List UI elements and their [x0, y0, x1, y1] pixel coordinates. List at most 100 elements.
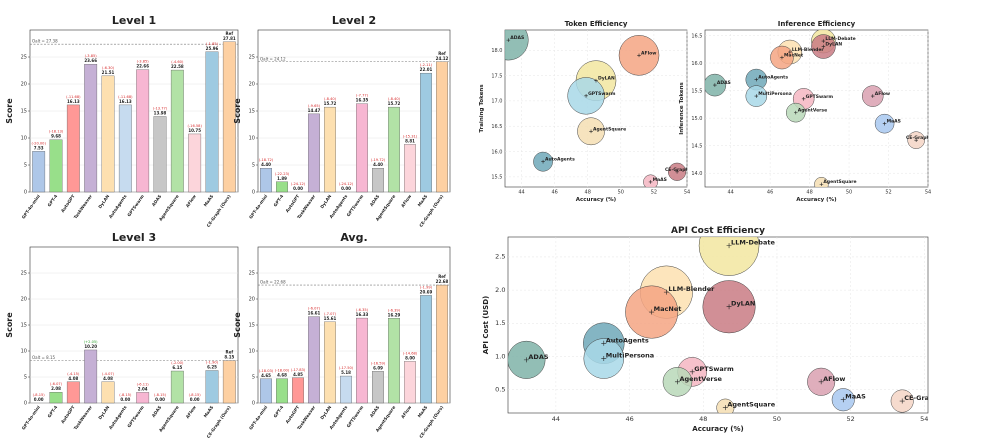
bar-taskweaver: [308, 316, 320, 404]
y-tick-label: 0: [252, 401, 255, 407]
bar-taskweaver: [84, 349, 98, 404]
x-tick-label: GPT-4: [47, 405, 59, 419]
x-tick-label: DyLAN: [97, 404, 110, 420]
bar-delta-label: (-11.68): [118, 95, 133, 99]
bar-delta-label: (-22.23): [275, 172, 290, 176]
bar-delta-label: (-20.00): [31, 141, 46, 145]
bar-dylan: [324, 106, 336, 193]
bar-delta-label: (-18.72): [259, 158, 274, 162]
bar-value-label: 27.81: [223, 36, 236, 41]
bar-value-label: 5.18: [341, 370, 351, 375]
x-tick-label: DyLAN: [97, 193, 110, 209]
bar-dylan: [101, 75, 115, 193]
point-marker: [726, 243, 732, 249]
x-tick-label: MaAS: [203, 194, 215, 208]
x-tick-label: GPTSwarm: [126, 193, 145, 217]
reference-label: Oalt = 27.38: [32, 39, 58, 44]
x-tick-label: TaskWeaver: [73, 193, 94, 220]
x-tick-label: GPT-4o-mini: [21, 404, 42, 430]
points-layer: ADAS AutoAgents GPTSwarm DyLAN AgentSquare AF…: [505, 30, 689, 187]
x-tick-label: TaskWeaver: [73, 404, 94, 431]
bar-delta-label: (-11.68): [66, 95, 81, 99]
bar-gptswarm: [136, 69, 150, 193]
bar-value-label: 21.51: [102, 70, 115, 75]
chart-title: Inference Efficiency: [778, 20, 856, 28]
reference-label: Oalt = 24.12: [260, 56, 286, 61]
bar-aflow: [404, 144, 416, 193]
y-tick-label: 0: [24, 190, 27, 196]
y-tick-label: 5: [24, 163, 27, 169]
bar-delta-label: (-18.13): [49, 130, 64, 134]
point-marker: [689, 369, 695, 375]
point-label-agentsquare: AgentSquare: [593, 126, 626, 132]
point-marker: [882, 121, 887, 126]
y-tick-label: 16.0: [491, 149, 502, 155]
bar-taskweaver: [308, 113, 320, 193]
bar-value-label: 14.47: [308, 108, 321, 113]
bar-delta-label: (-3.85): [85, 54, 98, 58]
bar-value-label: 8.15: [224, 355, 234, 360]
x-axis-label: Accuracy (%): [796, 197, 837, 203]
chart-title: Avg.: [340, 231, 367, 244]
y-tick-label: 1.5: [495, 319, 505, 327]
point-label-ce-graph: CE-Graph: [665, 167, 689, 173]
bar-adas: [372, 168, 384, 193]
point-marker: [675, 170, 679, 174]
bar-maas: [205, 51, 219, 193]
bar-gpt-4: [49, 139, 63, 193]
bar-delta-label: (+2.05): [84, 340, 98, 344]
y-tick-label: 25: [249, 271, 255, 277]
bar-autogpt: [66, 381, 80, 404]
bar-delta-label: Ref: [226, 350, 234, 355]
point-label-ce-graph: CE-Graph: [904, 394, 938, 402]
y-axis-label: Inference Tokens: [679, 81, 685, 134]
point-marker: [637, 53, 641, 58]
bar-delta-label: (-6.30): [102, 66, 115, 70]
bar-delta-label: (-6.07): [50, 382, 63, 386]
bar-maas: [205, 370, 219, 404]
x-tick-label: GPTSwarm: [126, 404, 145, 428]
point-label-gptswarm: GPTSwarm: [806, 94, 834, 100]
x-tick-label: AutoGPT: [60, 194, 76, 214]
bar-gpt-4o-mini: [260, 168, 272, 193]
bar-aflow: [188, 133, 202, 193]
bar-delta-label: (-17.83): [291, 368, 306, 372]
x-tick-label: 54: [684, 190, 690, 196]
y-tick-label: 15: [21, 109, 27, 115]
bar-gptswarm: [356, 317, 368, 404]
bar-delta-label: (-6.07): [308, 307, 321, 311]
y-axis-label: Score: [233, 98, 242, 124]
x-tick-label: AFlow: [185, 405, 197, 420]
bar-value-label: 8.00: [405, 355, 415, 360]
bar-autogpt: [292, 377, 304, 404]
point-marker: [648, 180, 653, 184]
point-label-macnet: MacNet: [654, 305, 682, 313]
bar-delta-label: (-6.39): [388, 308, 401, 312]
y-axis-label: Score: [5, 312, 14, 338]
bar-delta-label: (-1.99): [420, 285, 433, 289]
x-tick-label: 52: [846, 415, 854, 423]
x-tick-label: 46: [767, 190, 773, 196]
bar-delta-label: (-1.90): [206, 361, 219, 365]
bar-delta-label: (-13.77): [153, 107, 168, 111]
bar-maas: [420, 72, 432, 193]
y-tick-label: 25: [249, 55, 255, 61]
bar-value-label: 0.00: [190, 397, 200, 402]
x-tick-label: 46: [551, 190, 557, 196]
bubble-agentsquare: [814, 176, 829, 187]
bar-value-label: 0.00: [120, 397, 130, 402]
bar-maas: [420, 295, 432, 404]
point-marker: [722, 405, 728, 411]
x-tick-label: AutoAgents: [108, 193, 128, 219]
bar-dylan: [324, 321, 336, 404]
x-tick-label: 54: [925, 190, 931, 196]
x-axis-label: Accuracy (%): [576, 197, 617, 203]
x-tick-label: ADAS: [151, 194, 163, 208]
bar-delta-label: (-17.50): [339, 366, 354, 370]
chart-title: API Cost Efficiency: [671, 226, 765, 236]
point-label-adas: ADAS: [510, 35, 524, 41]
point-marker: [801, 97, 806, 101]
point-label-aflow: AFlow: [823, 375, 845, 383]
